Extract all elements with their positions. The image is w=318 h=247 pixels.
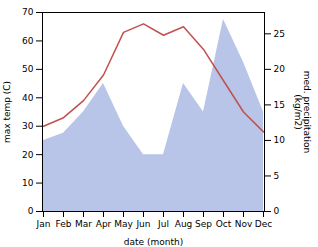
svg-text:Sep: Sep bbox=[195, 219, 212, 229]
svg-text:date (month): date (month) bbox=[124, 237, 183, 247]
svg-text:0: 0 bbox=[274, 206, 280, 216]
svg-text:20: 20 bbox=[22, 150, 34, 160]
svg-text:25: 25 bbox=[274, 29, 285, 39]
svg-text:med. precipitation(kg/m2): med. precipitation(kg/m2) bbox=[293, 71, 312, 153]
svg-text:40: 40 bbox=[22, 93, 34, 103]
svg-text:5: 5 bbox=[274, 171, 280, 181]
svg-text:Oct: Oct bbox=[216, 219, 232, 229]
svg-text:Aug: Aug bbox=[175, 219, 193, 229]
svg-text:Jul: Jul bbox=[157, 219, 169, 229]
svg-text:60: 60 bbox=[22, 36, 34, 46]
svg-text:Jan: Jan bbox=[36, 219, 51, 229]
svg-text:15: 15 bbox=[274, 100, 285, 110]
svg-text:May: May bbox=[114, 219, 133, 229]
svg-text:max temp (C): max temp (C) bbox=[2, 81, 12, 143]
svg-text:Apr: Apr bbox=[96, 219, 112, 229]
svg-text:10: 10 bbox=[274, 135, 286, 145]
svg-text:Dec: Dec bbox=[255, 219, 272, 229]
svg-text:Mar: Mar bbox=[75, 219, 92, 229]
svg-text:70: 70 bbox=[22, 7, 34, 17]
svg-text:50: 50 bbox=[22, 64, 34, 74]
svg-text:20: 20 bbox=[274, 64, 286, 74]
svg-text:Jun: Jun bbox=[135, 219, 150, 229]
svg-text:10: 10 bbox=[22, 178, 34, 188]
svg-text:Feb: Feb bbox=[56, 219, 72, 229]
svg-text:Nov: Nov bbox=[235, 219, 253, 229]
svg-text:0: 0 bbox=[28, 206, 34, 216]
svg-text:30: 30 bbox=[22, 121, 34, 131]
